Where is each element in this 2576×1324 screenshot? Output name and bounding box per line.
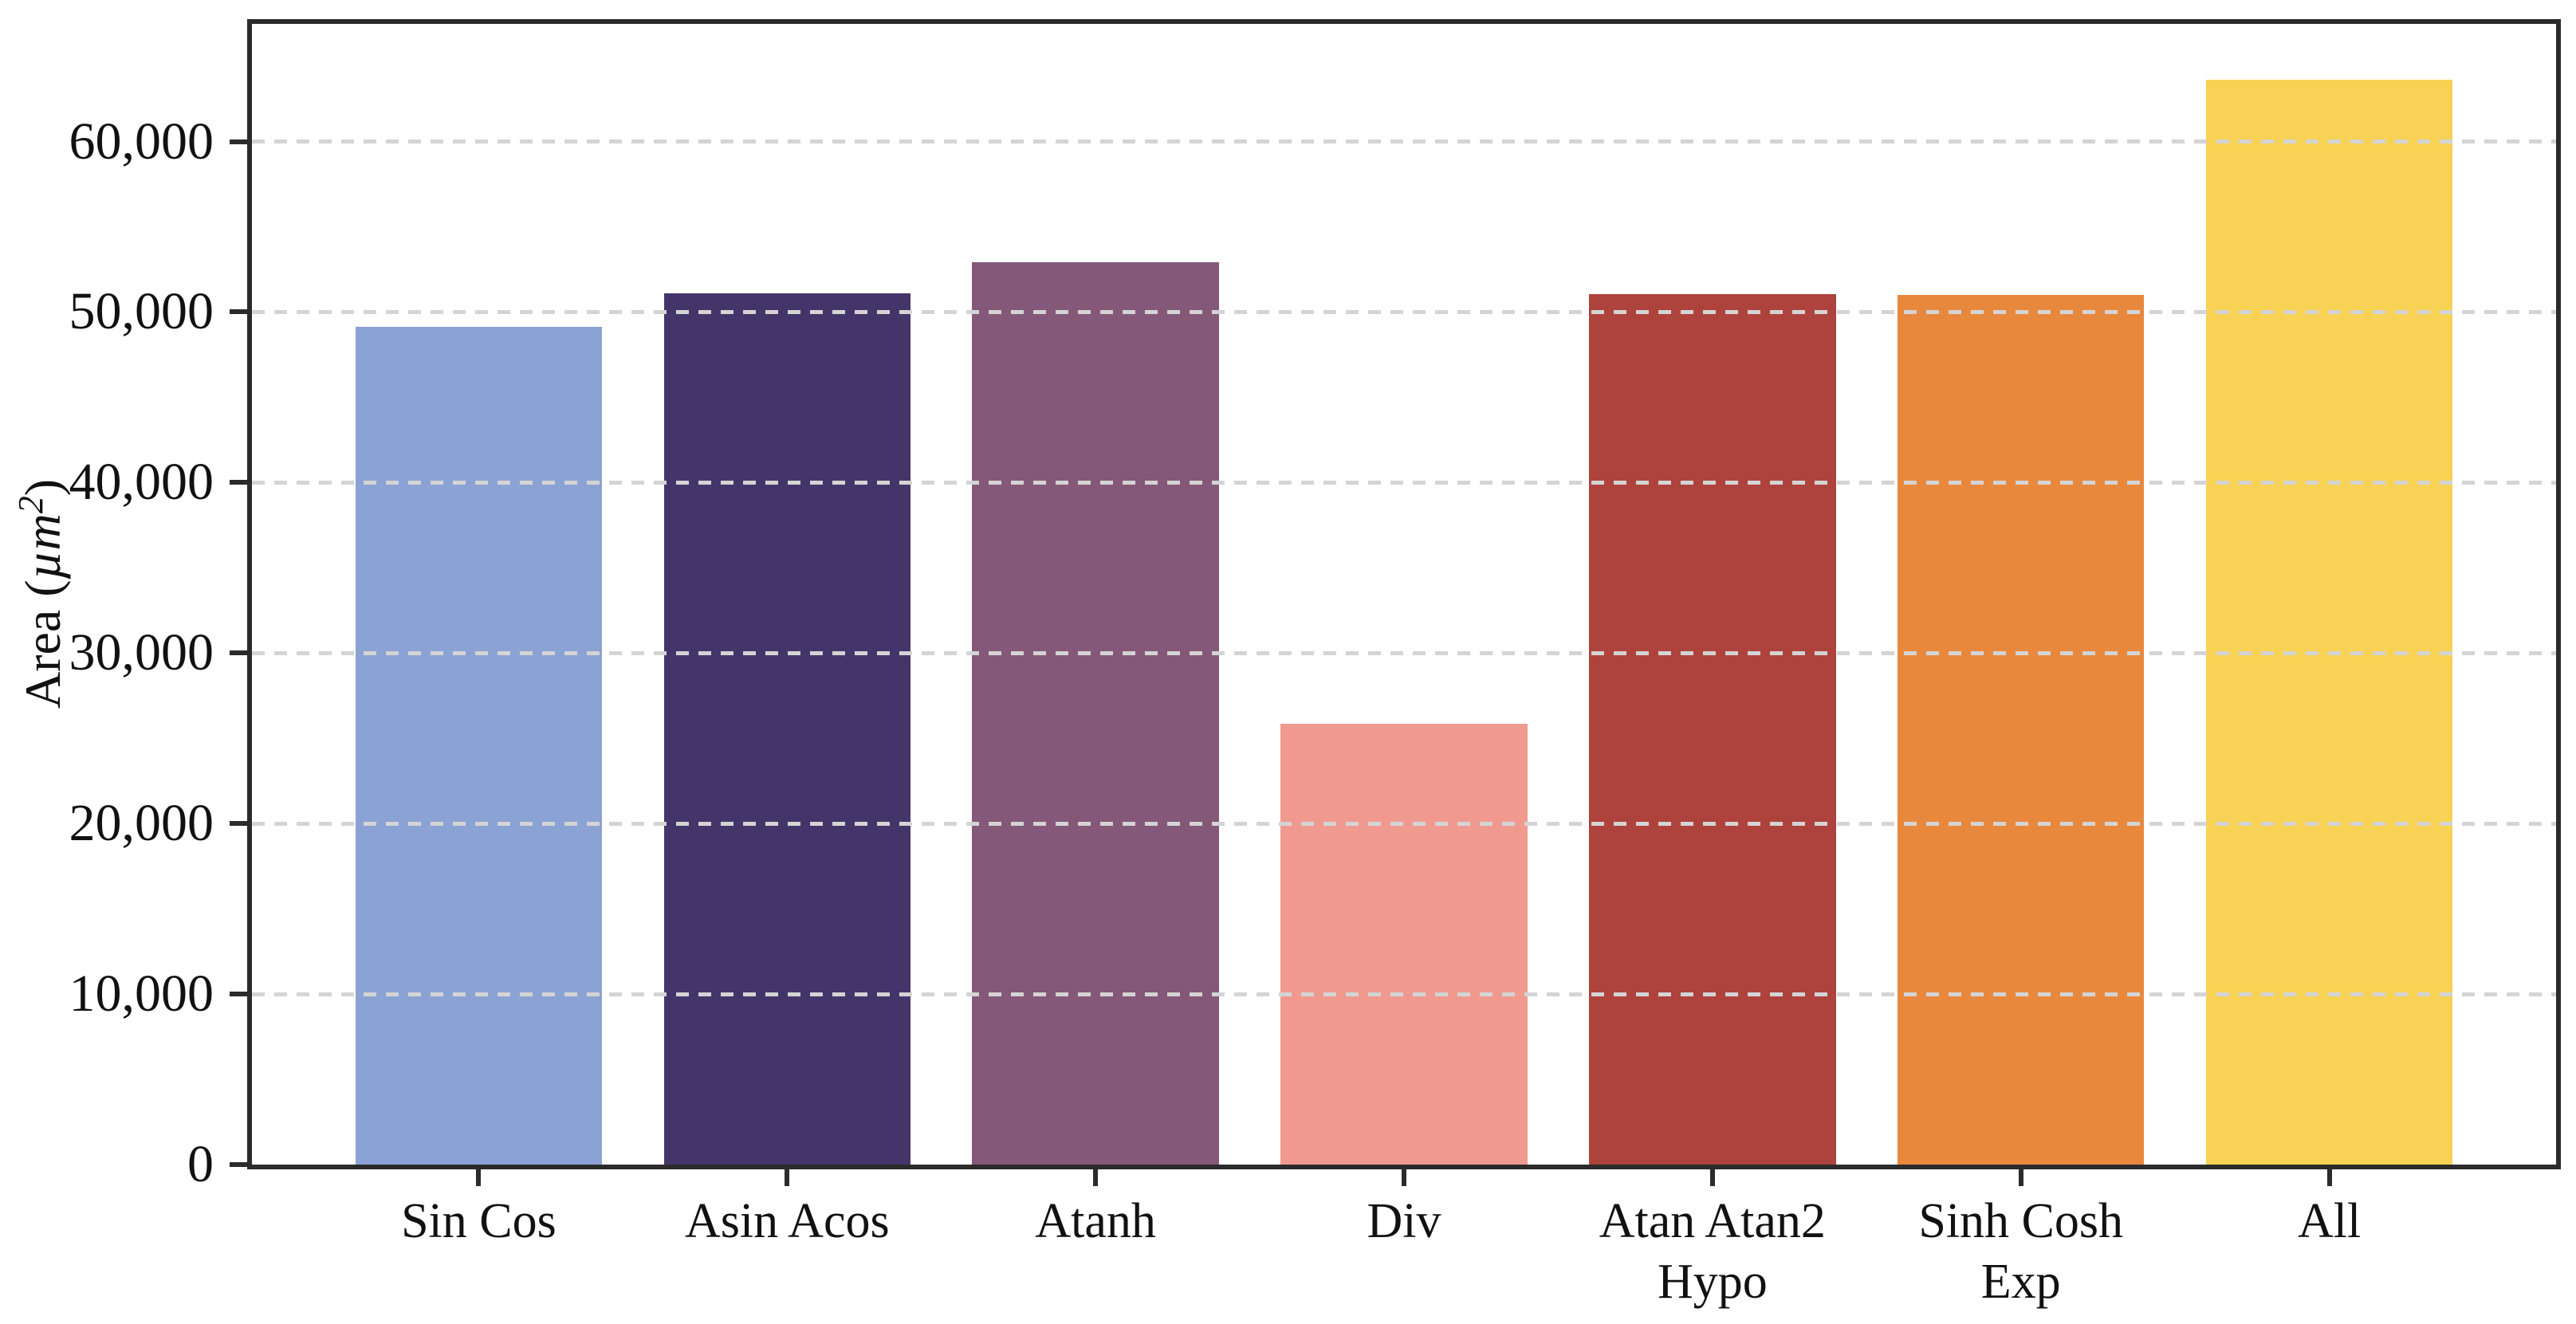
y-tick-label: 20,000 [69, 794, 214, 853]
x-tick-label-line: Sin Cos [401, 1194, 556, 1248]
x-tick-label-line: All [2297, 1194, 2362, 1248]
x-tick-label-line: Sinh Cosh [1918, 1194, 2124, 1248]
y-tick-label: 30,000 [69, 623, 214, 682]
x-tick-label-line: Hypo [1657, 1255, 1768, 1309]
x-tick-label-line: Exp [1980, 1255, 2061, 1309]
bar-all [2205, 79, 2453, 1165]
x-tick-label: All [2298, 1191, 2361, 1251]
x-tick-label: Atan Atan2 Hypo [1599, 1191, 1826, 1312]
bar-atan-atan2-hypo [1589, 294, 1836, 1165]
y-tick-mark [230, 139, 247, 144]
x-tick-mark [2018, 1169, 2023, 1186]
gridline-y-40000 [252, 480, 2556, 485]
bar-div [1280, 724, 1528, 1165]
x-tick-label-line: Atan Atan2 [1599, 1194, 1826, 1248]
x-tick-label: Sinh Cosh Exp [1918, 1191, 2123, 1312]
y-axis-label-unit: µm [14, 513, 72, 580]
x-tick-mark [2326, 1169, 2332, 1186]
x-tick-label: Sin Cos [401, 1191, 556, 1251]
y-tick-mark [230, 992, 247, 997]
gridline-y-50000 [252, 309, 2556, 314]
bar-sinh-cosh-exp [1897, 294, 2145, 1165]
y-tick-label: 40,000 [69, 453, 214, 512]
y-tick-mark [230, 480, 247, 485]
gridline-y-20000 [252, 821, 2556, 826]
x-tick-label: Asin Acos [685, 1191, 890, 1251]
x-tick-mark [1093, 1169, 1099, 1186]
bar-atanh [972, 262, 1219, 1165]
x-tick-mark [785, 1169, 790, 1186]
y-tick-mark [230, 309, 247, 315]
bar-asin-acos [663, 293, 911, 1165]
y-tick-mark [230, 821, 247, 827]
y-tick-label: 10,000 [69, 965, 214, 1023]
y-tick-mark [230, 650, 247, 656]
y-tick-label: 60,000 [69, 112, 214, 171]
x-tick-label: Atanh [1035, 1191, 1156, 1251]
x-tick-label-line: Div [1367, 1194, 1441, 1248]
gridline-y-60000 [252, 139, 2556, 144]
x-tick-label: Div [1367, 1191, 1441, 1251]
x-tick-mark [1402, 1169, 1406, 1186]
y-tick-label: 50,000 [69, 282, 214, 341]
y-tick-label: 0 [187, 1135, 214, 1193]
x-tick-mark [476, 1169, 482, 1186]
plot-area [247, 19, 2561, 1169]
x-tick-label-line: Atanh [1035, 1194, 1156, 1248]
bar-sin-cos [355, 326, 603, 1165]
x-tick-mark [1709, 1169, 1715, 1186]
x-tick-label-line: Asin Acos [684, 1194, 890, 1248]
gridline-y-30000 [252, 650, 2556, 655]
gridline-y-10000 [252, 992, 2556, 996]
y-tick-mark [230, 1162, 247, 1167]
